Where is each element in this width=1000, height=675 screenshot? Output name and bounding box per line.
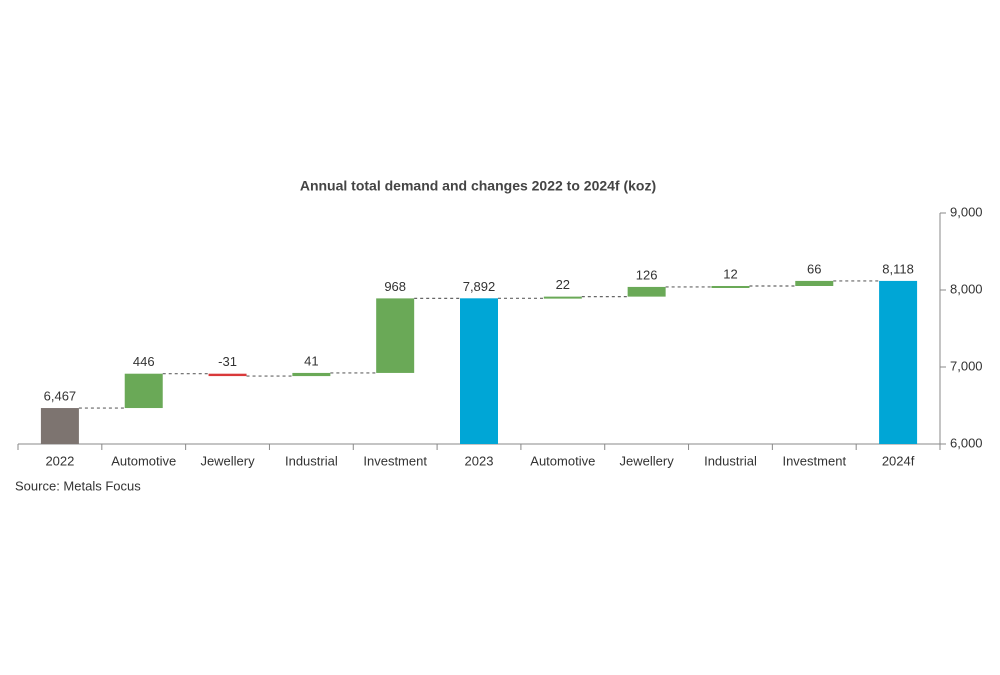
- value-label: 22: [556, 277, 570, 292]
- bar: [208, 373, 247, 377]
- value-label: 66: [807, 261, 821, 276]
- x-tick-label: Industrial: [704, 453, 757, 468]
- bar: [795, 280, 834, 286]
- bar: [543, 296, 582, 299]
- x-tick-label: Investment: [782, 453, 846, 468]
- bar: [124, 373, 163, 409]
- bar: [627, 286, 666, 297]
- y-tick-label: 8,000: [950, 281, 983, 296]
- bar: [376, 298, 415, 373]
- value-label: 126: [636, 267, 658, 282]
- value-label: 968: [384, 279, 406, 294]
- value-label: 446: [133, 354, 155, 369]
- x-tick-label: Investment: [363, 453, 427, 468]
- source-note: Source: Metals Focus: [15, 478, 141, 493]
- value-label: 41: [304, 353, 318, 368]
- x-tick-label: 2022: [45, 453, 74, 468]
- bar: [711, 285, 750, 288]
- value-label: 6,467: [44, 388, 77, 403]
- y-tick-label: 9,000: [950, 204, 983, 219]
- x-tick-label: Industrial: [285, 453, 338, 468]
- value-label: 8,118: [882, 261, 914, 276]
- x-tick-label: Jewellery: [200, 453, 255, 468]
- bar: [879, 280, 918, 444]
- x-tick-label: Automotive: [530, 453, 595, 468]
- x-tick-label: Automotive: [111, 453, 176, 468]
- x-tick-label: 2023: [465, 453, 494, 468]
- bar: [460, 298, 498, 444]
- value-label: 7,892: [463, 279, 496, 294]
- y-tick-label: 7,000: [950, 358, 983, 373]
- x-tick-label: Jewellery: [620, 453, 675, 468]
- value-label: -31: [218, 354, 237, 369]
- x-tick-label: 2024f: [882, 453, 915, 468]
- y-tick-label: 6,000: [950, 435, 983, 450]
- value-label: 12: [723, 266, 737, 281]
- bar: [40, 408, 79, 444]
- chart-title: Annual total demand and changes 2022 to …: [300, 178, 656, 194]
- bar: [292, 372, 331, 377]
